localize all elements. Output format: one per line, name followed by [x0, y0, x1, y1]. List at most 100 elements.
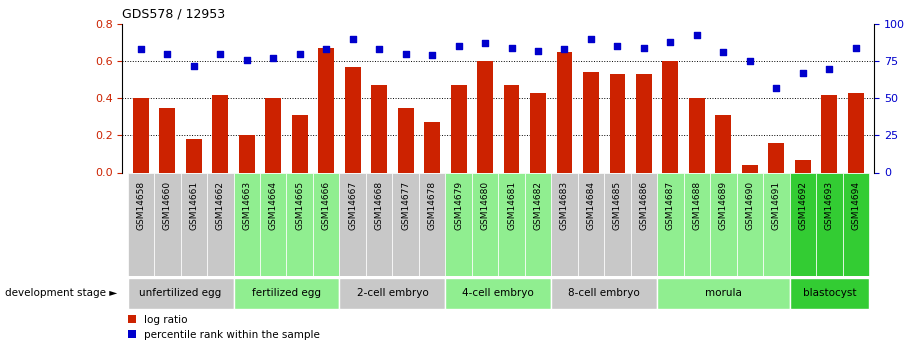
Bar — [789, 278, 869, 309]
Text: GDS578 / 12953: GDS578 / 12953 — [122, 8, 226, 21]
Point — [849, 45, 863, 51]
Point — [531, 48, 545, 53]
Text: GSM14677: GSM14677 — [401, 181, 410, 230]
Bar — [366, 172, 392, 276]
Point — [425, 52, 439, 58]
Bar — [392, 172, 419, 276]
Point — [769, 85, 784, 91]
Text: fertilized egg: fertilized egg — [252, 288, 321, 298]
Text: GSM14663: GSM14663 — [242, 181, 251, 230]
Bar — [604, 172, 631, 276]
Bar — [159, 108, 175, 172]
Bar — [424, 122, 440, 172]
Bar — [610, 74, 625, 172]
Bar — [631, 172, 657, 276]
Bar — [789, 172, 816, 276]
Bar — [472, 172, 498, 276]
Text: GSM14658: GSM14658 — [136, 181, 145, 230]
Text: GSM14661: GSM14661 — [189, 181, 198, 230]
Point — [133, 47, 148, 52]
Bar — [128, 278, 234, 309]
Bar — [822, 95, 837, 172]
Text: GSM14687: GSM14687 — [666, 181, 675, 230]
Point — [716, 50, 730, 55]
Text: 8-cell embryo: 8-cell embryo — [568, 288, 640, 298]
Bar — [737, 172, 763, 276]
Text: GSM14684: GSM14684 — [586, 181, 595, 230]
Bar — [446, 172, 472, 276]
Point — [637, 45, 651, 51]
Bar — [180, 172, 207, 276]
Text: GSM14686: GSM14686 — [640, 181, 649, 230]
Point — [319, 47, 333, 52]
Text: GSM14681: GSM14681 — [507, 181, 516, 230]
Bar — [313, 172, 340, 276]
Text: GSM14668: GSM14668 — [375, 181, 383, 230]
Text: GSM14667: GSM14667 — [348, 181, 357, 230]
Bar — [371, 85, 387, 172]
Bar — [234, 172, 260, 276]
Text: GSM14660: GSM14660 — [163, 181, 172, 230]
Bar — [340, 172, 366, 276]
Point — [371, 47, 386, 52]
Bar — [551, 278, 657, 309]
Bar — [551, 172, 578, 276]
Bar — [843, 172, 869, 276]
Bar — [816, 172, 843, 276]
Text: GSM14692: GSM14692 — [798, 181, 807, 230]
Text: GSM14666: GSM14666 — [322, 181, 331, 230]
Bar — [260, 172, 286, 276]
Bar — [848, 93, 863, 172]
Point — [293, 51, 307, 57]
Point — [160, 51, 175, 57]
Bar — [340, 278, 446, 309]
Bar — [578, 172, 604, 276]
Text: GSM14682: GSM14682 — [534, 181, 543, 230]
Bar — [689, 98, 705, 172]
Bar — [186, 139, 202, 172]
Text: GSM14690: GSM14690 — [746, 181, 755, 230]
Point — [822, 66, 836, 71]
Bar — [710, 172, 737, 276]
Point — [477, 41, 492, 46]
Text: blastocyst: blastocyst — [803, 288, 856, 298]
Text: GSM14689: GSM14689 — [718, 181, 728, 230]
Bar — [446, 278, 551, 309]
Legend: log ratio, percentile rank within the sample: log ratio, percentile rank within the sa… — [128, 315, 320, 340]
Text: morula: morula — [705, 288, 742, 298]
Point — [187, 63, 201, 68]
Text: GSM14664: GSM14664 — [269, 181, 278, 230]
Bar — [795, 159, 811, 172]
Bar — [234, 278, 340, 309]
Bar — [128, 172, 154, 276]
Text: development stage ►: development stage ► — [5, 288, 117, 298]
Point — [689, 32, 704, 37]
Point — [505, 45, 519, 51]
Bar — [530, 93, 546, 172]
Bar — [419, 172, 446, 276]
Point — [795, 70, 810, 76]
Bar — [763, 172, 789, 276]
Bar — [212, 95, 228, 172]
Bar — [344, 67, 361, 172]
Bar — [636, 74, 652, 172]
Bar — [742, 165, 757, 172]
Point — [611, 43, 625, 49]
Text: GSM14694: GSM14694 — [852, 181, 861, 230]
Bar — [768, 143, 785, 172]
Point — [663, 39, 678, 45]
Text: 4-cell embryo: 4-cell embryo — [462, 288, 535, 298]
Bar — [657, 278, 789, 309]
Bar — [207, 172, 234, 276]
Bar — [154, 172, 180, 276]
Bar — [657, 172, 684, 276]
Text: GSM14683: GSM14683 — [560, 181, 569, 230]
Bar — [318, 48, 334, 172]
Text: GSM14662: GSM14662 — [216, 181, 225, 230]
Point — [239, 57, 254, 62]
Bar — [450, 85, 467, 172]
Point — [557, 47, 572, 52]
Text: GSM14693: GSM14693 — [824, 181, 834, 230]
Bar — [716, 115, 731, 172]
Bar — [133, 98, 149, 172]
